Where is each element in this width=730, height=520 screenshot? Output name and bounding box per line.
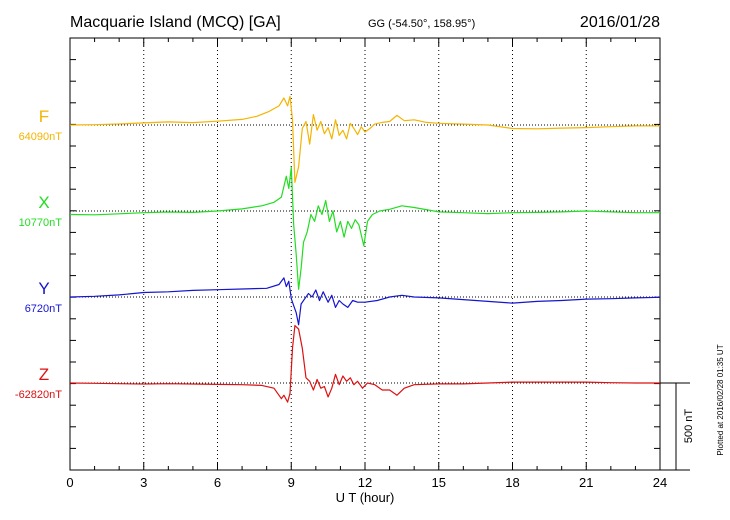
scale-bar-label: 500 nT bbox=[683, 409, 695, 444]
station-coords: GG (-54.50°, 158.95°) bbox=[368, 18, 475, 30]
vertical-grid bbox=[143, 38, 587, 470]
series-name-Z: Z bbox=[39, 365, 49, 384]
series-line-X bbox=[69, 166, 660, 290]
x-tick-label-9: 9 bbox=[288, 475, 295, 490]
series-baseline-value-Y: 6720nT bbox=[25, 303, 63, 315]
series-baseline-value-Z: -62820nT bbox=[15, 389, 62, 401]
series-line-Y bbox=[69, 277, 661, 326]
plotted-at-note: Plotted at 2016/02/28 01:35 UT bbox=[716, 344, 725, 455]
x-tick-label-24: 24 bbox=[653, 475, 667, 490]
x-tick-label-18: 18 bbox=[505, 475, 519, 490]
x-axis-label: U T (hour) bbox=[336, 490, 395, 505]
x-tick-label-6: 6 bbox=[214, 475, 221, 490]
series-labels: F 64090nT X 10770nT Y 6720nT Z -62820nT bbox=[15, 107, 62, 401]
series-baseline-value-F: 64090nT bbox=[19, 131, 63, 143]
series-name-F: F bbox=[39, 107, 49, 126]
series-name-X: X bbox=[38, 193, 49, 212]
x-tick-label-15: 15 bbox=[432, 475, 446, 490]
x-tick-label-21: 21 bbox=[579, 475, 593, 490]
x-tick-label-12: 12 bbox=[358, 475, 372, 490]
series-baseline-value-X: 10770nT bbox=[19, 217, 63, 229]
x-tick-label-0: 0 bbox=[66, 475, 73, 490]
scale-bar: 500 nT bbox=[660, 382, 695, 471]
series-name-Y: Y bbox=[38, 279, 49, 298]
x-tick-label-3: 3 bbox=[140, 475, 147, 490]
series-lines bbox=[69, 95, 661, 403]
x-axis-ticks: 0 3 6 9 12 15 18 21 24 bbox=[66, 38, 667, 490]
chart-date: 2016/01/28 bbox=[580, 14, 660, 31]
series-line-F bbox=[69, 95, 660, 183]
series-line-Z bbox=[69, 325, 660, 403]
y-axis-ticks bbox=[70, 59, 660, 449]
station-title: Macquarie Island (MCQ) [GA] bbox=[70, 14, 281, 31]
series-baselines bbox=[70, 124, 660, 384]
